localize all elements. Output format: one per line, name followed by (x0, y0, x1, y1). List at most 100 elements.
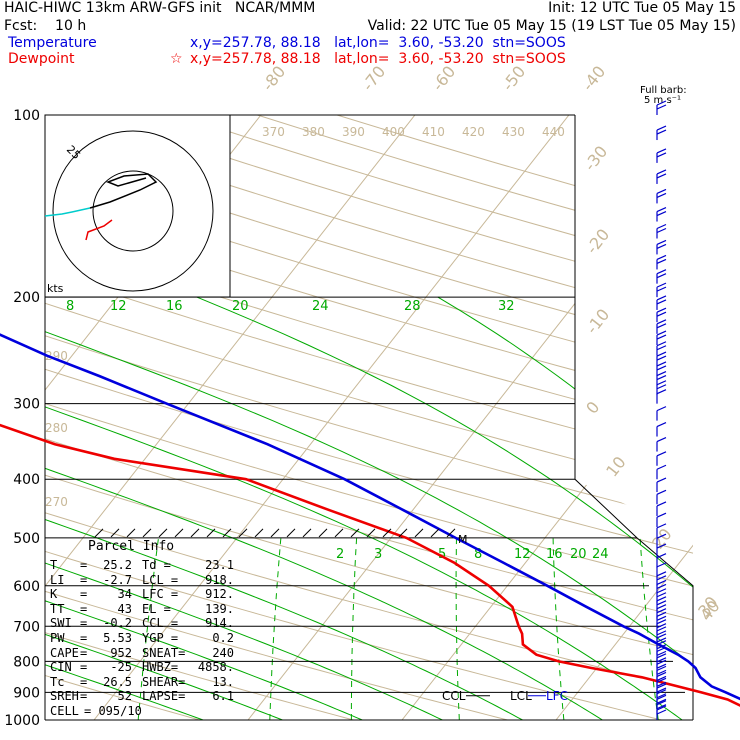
parcel-param-name: CELL (50, 703, 79, 718)
wind-barb-flag (656, 633, 667, 639)
forecast-hour: Fcst: 10 h (4, 18, 87, 34)
init-time: Init: 12 UTC Tue 05 May 15 (548, 0, 736, 16)
hodograph-segment-high (89, 173, 158, 209)
hatch-mark (350, 528, 360, 538)
sounding-annotations: ELCCLLCLLFCM (94, 528, 568, 703)
wind-barb-flag (656, 659, 667, 665)
parcel-info-row: CIN = -25 HWBZ= 4858. (50, 660, 240, 675)
parcel-param-value: 34 (117, 587, 132, 602)
hatch-mark (414, 528, 424, 538)
dewpoint-location-info: x,y=257.78, 88.18 lat,lon= 3.60, -53.20 … (190, 51, 566, 67)
parcel-param-name: SWI (50, 616, 72, 631)
wind-barb (656, 341, 667, 356)
moist-adiabat-line (45, 296, 393, 720)
parcel-param-value: 952 (110, 645, 132, 660)
hodograph-inner-ring (92, 170, 174, 252)
parcel-param-value-2: 912. (205, 587, 234, 602)
wind-barb-flag (656, 384, 667, 390)
wind-barb-flag (656, 630, 667, 636)
pressure-label: 500 (13, 531, 40, 547)
wind-barb-flag (656, 626, 667, 632)
dry-adiabat-line (45, 115, 559, 720)
hatch-mark (190, 528, 200, 538)
wind-barb-flag (656, 282, 667, 288)
wind-barb-flag (656, 698, 667, 704)
hatch-mark (126, 528, 136, 538)
wind-barb-flag (656, 709, 667, 715)
dry-adiabat-line (45, 115, 693, 720)
isotherm-label: -50 (498, 62, 529, 94)
parcel-param-value-2: 0.2 (212, 630, 234, 645)
moist-adiabat-line (45, 296, 239, 720)
wind-barb-flag (656, 223, 667, 230)
wind-barb-flag (656, 361, 667, 367)
theta-label: 440 (542, 125, 565, 139)
mixing-ratio-label: 8 (66, 299, 74, 314)
wind-barb (656, 206, 667, 222)
hatch-mark (174, 528, 184, 538)
wind-barb-flag (656, 273, 667, 279)
hatch-mark (318, 528, 328, 538)
sounding-profiles (0, 333, 740, 707)
temperature-location-info: x,y=257.78, 88.18 lat,lon= 3.60, -53.20 … (190, 35, 566, 51)
mixing-ratio-label: 24 (312, 299, 329, 314)
wind-barb (656, 148, 667, 163)
parcel-info-row: SREH = 52 LAPSE= 6.1 (50, 689, 240, 704)
lfc-label: LFC (546, 689, 568, 703)
parcel-param-value-2: 23.1 (205, 558, 234, 572)
wind-barb (656, 319, 667, 334)
dry-adiabat-line (45, 115, 693, 720)
wind-barb-flag (656, 608, 667, 614)
mixing-ratio-label: 32 (498, 299, 515, 314)
wind-barb-flag (656, 351, 667, 357)
hodograph-outer-ring (52, 130, 214, 292)
mixing-ratio-label: 3 (374, 547, 382, 562)
wind-barb (656, 477, 667, 493)
wind-barb (656, 512, 667, 528)
dry-adiabat-line (45, 115, 693, 720)
hatch-mark (142, 528, 152, 538)
wind-barb-flag (656, 307, 667, 313)
wind-barb-flag (656, 254, 667, 260)
wind-barb-flag (656, 188, 667, 194)
moist-adiabat-line (45, 296, 624, 720)
wind-barb-flag (656, 575, 667, 581)
full-barb-label: Full barb: (640, 85, 687, 96)
theta-label: 400 (382, 125, 405, 139)
wind-barb-flag (656, 553, 667, 559)
wind-barb (656, 553, 667, 568)
dry-adiabat-line (177, 115, 693, 720)
theta-label: 380 (302, 125, 325, 139)
hatch-mark (398, 528, 408, 538)
parcel-param-value: 52 (117, 689, 132, 704)
wind-barb-flag (656, 523, 667, 529)
theta-label: 270 (45, 495, 68, 509)
parcel-info-row: Tc = 26.5 SHEAR= 13. (50, 675, 240, 690)
equals-sign: = (80, 587, 88, 602)
mixing-ratio-line (552, 537, 565, 720)
mixing-ratio-label: 24 (592, 547, 609, 562)
wind-barb-flag (656, 464, 667, 470)
wind-barb-flag (656, 646, 667, 652)
hatch-mark (430, 528, 440, 538)
dry-adiabat-line (45, 115, 403, 720)
mixing-ratio-label: 16 (166, 299, 183, 314)
wind-barb-flag (656, 286, 667, 292)
wind-barb-flag (656, 451, 667, 457)
wind-barb-flag (656, 380, 667, 386)
wind-barb-flag (656, 669, 667, 675)
parcel-param-name: Tc (50, 674, 65, 689)
wind-barb (656, 125, 667, 141)
hatch-mark (366, 528, 376, 538)
parcel-param-value: 5.53 (103, 630, 132, 645)
parcel-info-row: TT = 43 EL = 139. (50, 602, 240, 617)
parcel-param-name-2: LFC = (142, 587, 179, 602)
isotherm-label: -30 (580, 142, 611, 174)
wind-barb-flag (656, 675, 667, 681)
temperature-legend-label: Temperature (8, 35, 97, 51)
wind-barb (656, 361, 667, 376)
wind-barb-flag (656, 323, 667, 329)
parcel-param-value: -25 (110, 660, 132, 675)
